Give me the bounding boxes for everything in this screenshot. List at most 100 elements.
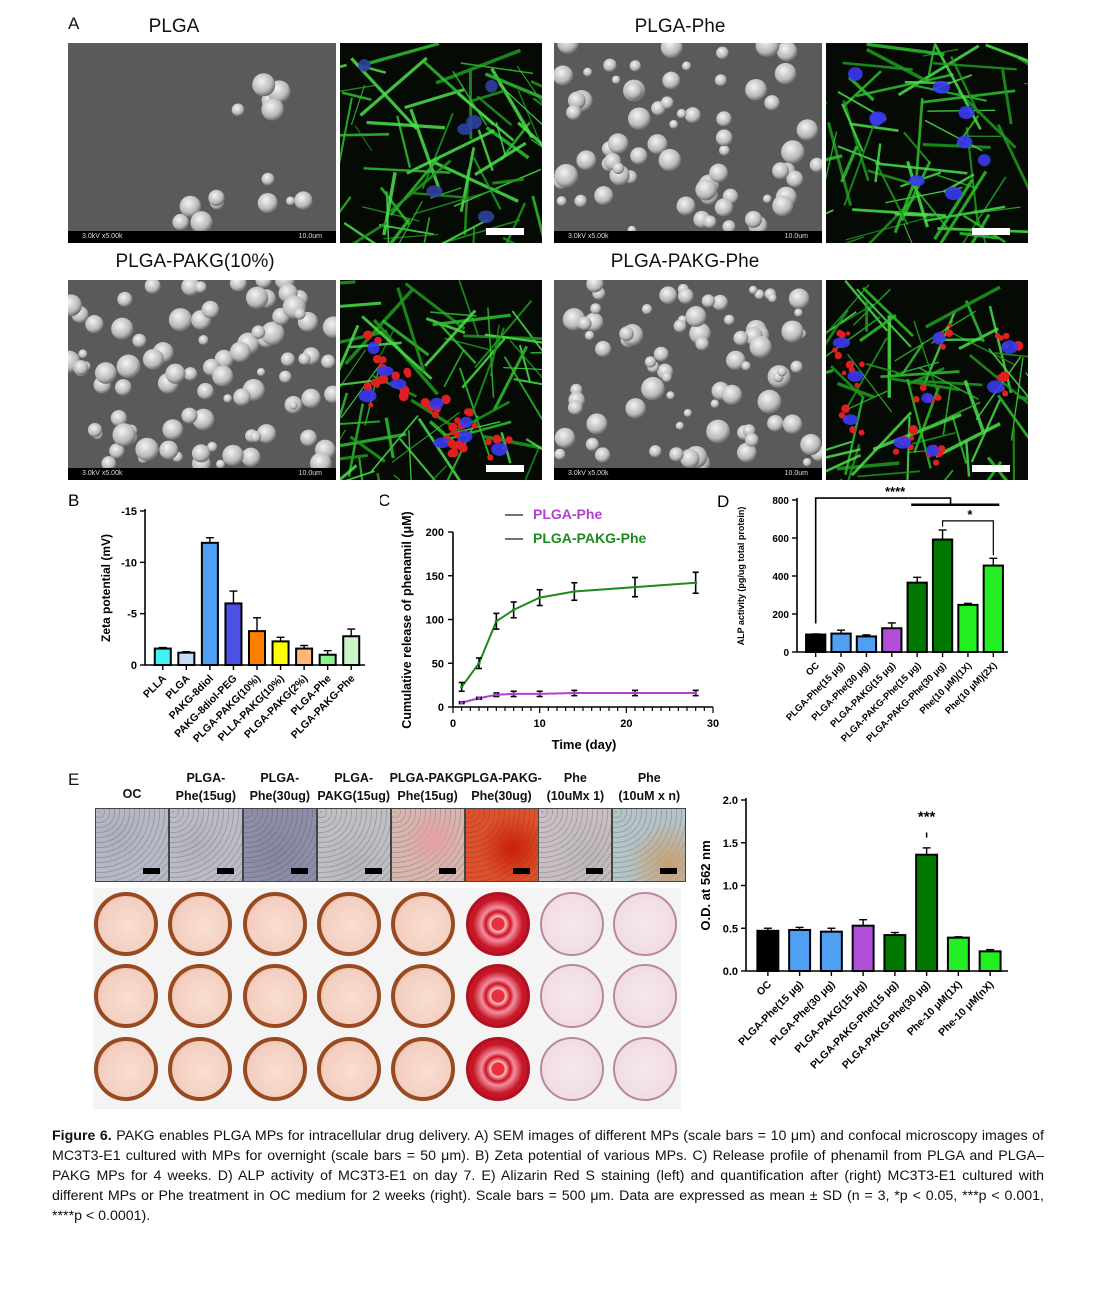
microparticle <box>661 372 672 383</box>
actin-fiber <box>435 48 522 85</box>
microparticle <box>796 119 818 141</box>
microparticle <box>695 179 717 201</box>
sem-particles <box>554 43 822 235</box>
nucleus <box>893 436 912 449</box>
microparticle-signal <box>370 378 379 387</box>
microparticle-signal <box>368 402 374 408</box>
culture-well <box>317 892 381 956</box>
microparticle <box>660 43 683 59</box>
actin-fiber <box>340 464 358 480</box>
microparticle <box>619 326 634 342</box>
confocal-image <box>340 43 542 243</box>
bar <box>946 936 970 972</box>
microparticle-signal <box>404 371 412 378</box>
nucleus <box>485 79 498 93</box>
microparticle <box>666 391 675 400</box>
microparticle <box>607 133 629 154</box>
actin-fiber <box>474 141 527 177</box>
microparticle-signal <box>859 361 865 368</box>
microparticle <box>87 422 103 438</box>
microparticle <box>744 433 759 447</box>
microparticle <box>256 367 266 377</box>
microparticle <box>301 388 321 409</box>
data-point <box>477 661 481 665</box>
actin-fiber <box>381 319 430 357</box>
microparticle <box>584 330 595 341</box>
nucleus <box>944 186 963 201</box>
microparticle-signal <box>841 370 847 376</box>
actin-fiber <box>350 84 366 125</box>
actin-fiber <box>366 120 446 130</box>
condition-header: Phe (10uM x n) <box>618 771 681 803</box>
release-profile-chart: C 0 50 100 150 200 0 10 20 30 Time (day) Cumulative… <box>380 491 719 752</box>
microparticle <box>675 421 684 430</box>
microparticle <box>194 281 207 293</box>
microparticle <box>662 71 681 90</box>
microparticle <box>577 316 592 331</box>
microparticle <box>585 437 599 451</box>
scale-bar <box>972 228 1010 235</box>
microparticle <box>701 294 715 308</box>
nucleus <box>908 175 925 187</box>
actin-fiber <box>444 337 494 352</box>
microparticle <box>172 213 189 231</box>
y-tick-label: -5 <box>127 609 137 621</box>
actin-fiber <box>962 176 1007 243</box>
actin-fiber <box>830 365 866 400</box>
microparticle-signal <box>948 323 953 328</box>
microparticle <box>710 399 720 408</box>
culture-well <box>466 892 530 956</box>
microparticle <box>669 447 684 462</box>
microparticle-signal <box>838 412 846 419</box>
data-point <box>512 692 516 696</box>
microparticle <box>772 162 790 180</box>
culture-well <box>391 892 455 956</box>
microparticle <box>703 215 717 229</box>
microparticle <box>229 341 251 363</box>
microparticle <box>207 441 218 452</box>
actin-fiber <box>844 390 888 412</box>
actin-fiber <box>826 101 828 105</box>
data-point <box>460 701 464 705</box>
culture-well <box>168 1037 232 1101</box>
actin-fiber <box>942 385 952 436</box>
actin-fiber <box>996 123 1028 191</box>
microparticle <box>603 58 617 72</box>
microparticle <box>644 356 657 368</box>
actin-fiber <box>842 61 913 71</box>
zeta-potential-chart: B0-5-10-15PLLAPLGAPAKG-8diolPAKG-8diol-P… <box>68 491 365 745</box>
nucleus <box>987 380 1005 394</box>
actin-fiber <box>826 154 843 162</box>
y-tick-label: 0 <box>438 702 444 714</box>
microparticle-signal <box>391 371 400 381</box>
actin-fiber <box>859 313 897 343</box>
microparticle <box>611 75 621 84</box>
bar <box>200 541 219 666</box>
actin-fiber <box>503 366 542 371</box>
actin-fiber <box>994 352 1028 358</box>
x-tick-label: Phe-10 μM(nX) <box>936 979 996 1039</box>
microparticle-signal <box>453 431 461 438</box>
legend-label: PLGA-Phe <box>533 506 602 522</box>
actin-fiber <box>498 83 542 126</box>
sem-scale-label: 10.0um <box>784 470 808 477</box>
confocal-image <box>826 280 1028 480</box>
data-point <box>633 691 637 695</box>
microparticle <box>641 376 665 401</box>
microparticle <box>624 81 643 100</box>
nucleus <box>429 397 444 410</box>
sem-info-bar: 3.0kV x5.00k 10.0um <box>68 231 336 243</box>
culture-well <box>466 964 530 1028</box>
microparticle <box>117 291 133 307</box>
actin-fiber <box>932 61 1017 71</box>
culture-well <box>168 892 232 956</box>
nucleus <box>932 80 950 94</box>
culture-well <box>243 964 307 1028</box>
microparticle <box>595 340 612 357</box>
microparticle <box>261 98 284 121</box>
microparticle <box>683 408 692 418</box>
actin-fiber <box>965 440 971 477</box>
microparticle <box>181 280 200 296</box>
actin-fiber <box>903 224 913 243</box>
bar <box>153 647 172 666</box>
